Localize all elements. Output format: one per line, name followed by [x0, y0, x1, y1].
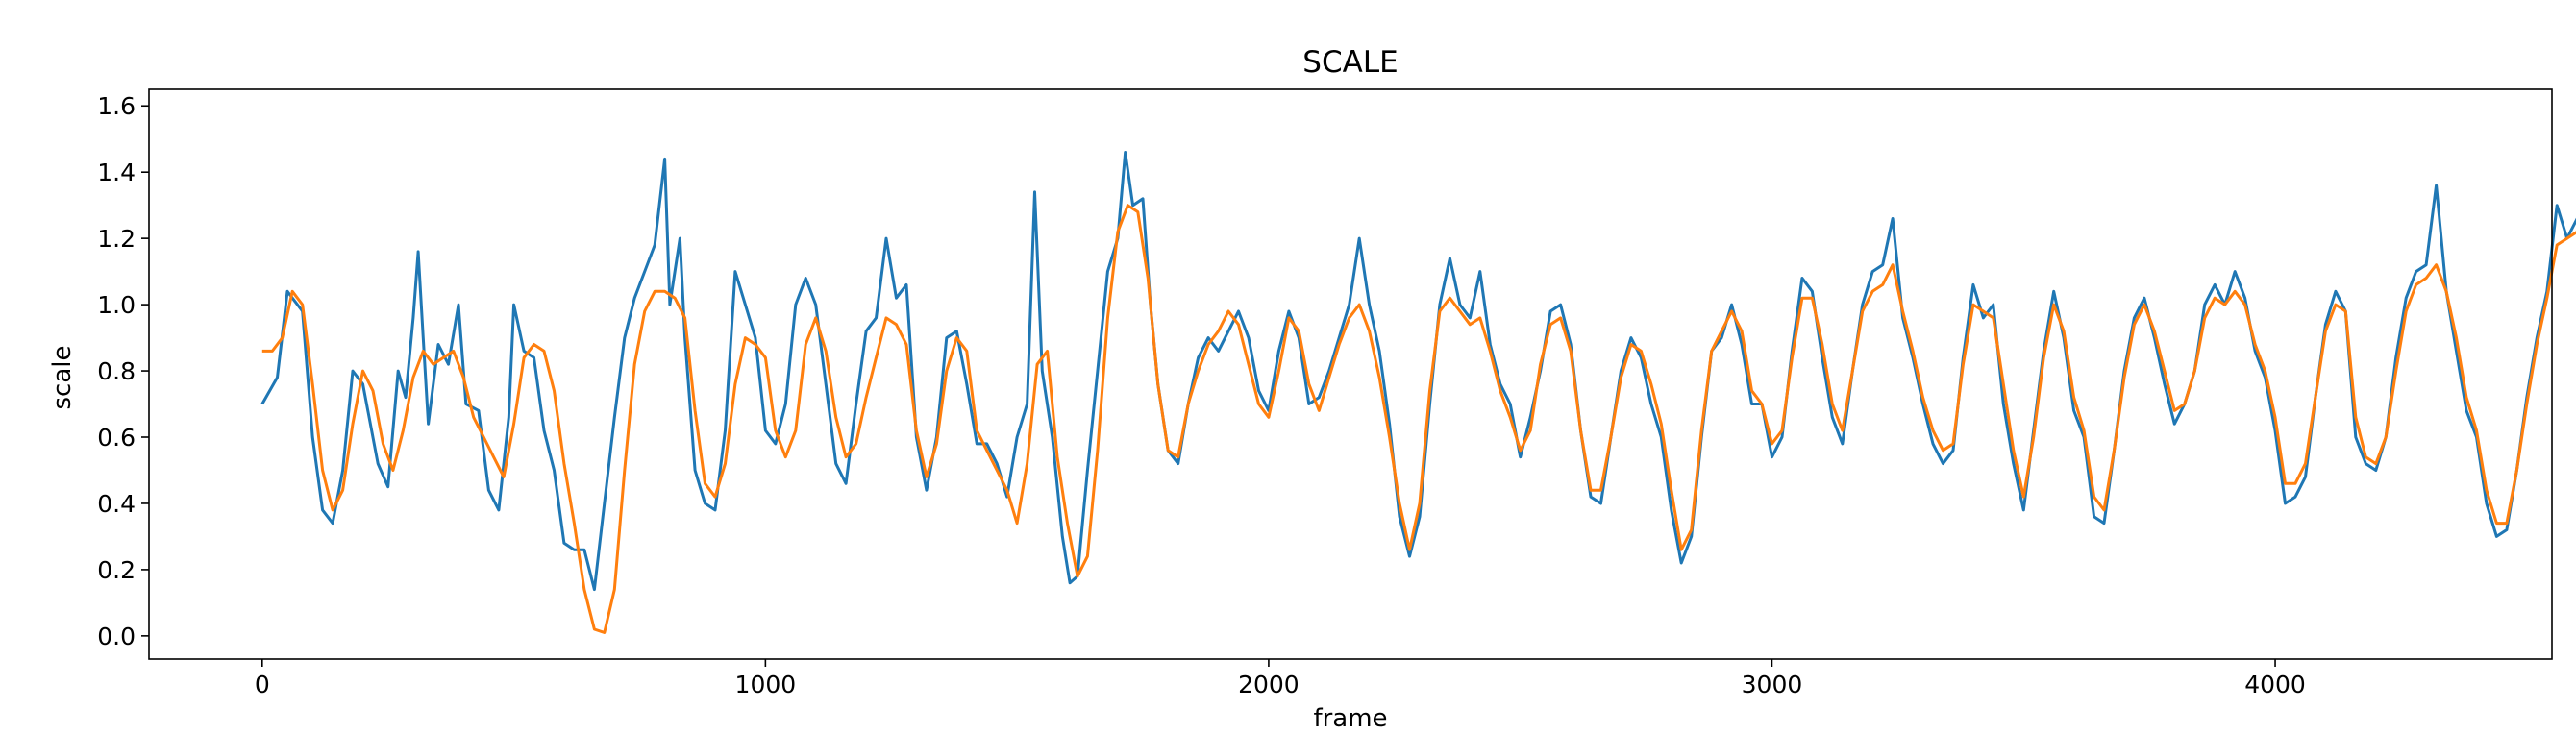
y-tick-label: 1.0: [97, 291, 136, 319]
y-axis-label: scale: [48, 346, 77, 410]
series-line-1: [260, 151, 2576, 592]
y-tick-label: 1.6: [97, 92, 136, 120]
y-tick-label: 0.8: [97, 357, 136, 385]
x-tick-label: 0: [255, 671, 270, 698]
chart-title: SCALE: [1302, 45, 1398, 80]
y-tick-label: 1.4: [97, 159, 136, 186]
series-layer: [260, 151, 2576, 634]
x-tick-label: 1000: [735, 671, 797, 698]
x-tick-label: 4000: [2244, 671, 2306, 698]
y-tick-label: 0.2: [97, 556, 136, 584]
x-tick-label: 2000: [1238, 671, 1300, 698]
y-tick-label: 0.4: [97, 490, 136, 518]
y-tick-label: 0.0: [97, 623, 136, 650]
y-tick-label: 1.2: [97, 225, 136, 253]
x-tick-label: 3000: [1742, 671, 1803, 698]
y-tick-label: 0.6: [97, 424, 136, 452]
axes-layer: 0 1000 2000 3000 4000 0.0 0.2 0.4 0.6 0.8 1.0 1.2 1.…: [97, 92, 2306, 698]
plot-frame: [148, 88, 2553, 660]
series-line-2: [261, 204, 2576, 634]
x-axis-label: frame: [1313, 704, 1387, 733]
